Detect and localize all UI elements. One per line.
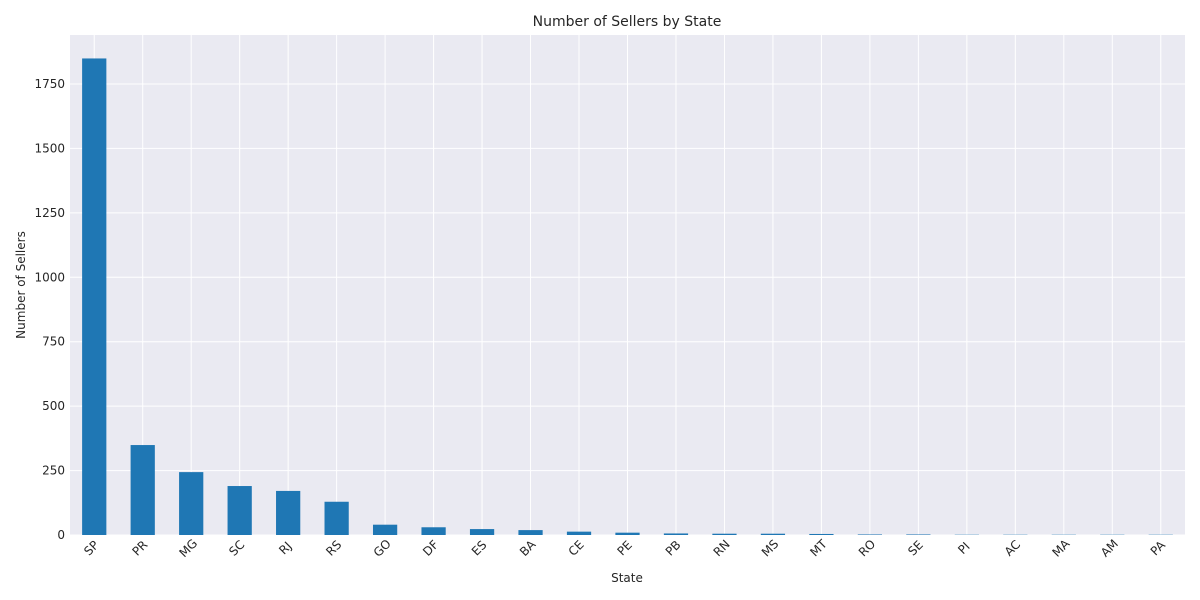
x-tick-label-am: AM [1098, 537, 1121, 560]
y-tick-label: 1000 [34, 270, 65, 284]
bar-ms [760, 533, 786, 535]
x-tick-label-pb: PB [663, 538, 684, 559]
y-axis-label: Number of Sellers [14, 231, 28, 339]
y-tick-label: 750 [42, 335, 65, 349]
bar-se [906, 534, 931, 535]
bar-sp [82, 58, 107, 535]
x-tick-label-mt: MT [807, 536, 830, 559]
x-tick-label-rj: RJ [276, 539, 294, 557]
x-tick-label-ms: MS [759, 537, 782, 560]
y-tick-label: 0 [57, 528, 65, 542]
y-tick-label: 500 [42, 399, 65, 413]
x-tick-label-ac: AC [1002, 537, 1023, 558]
x-tick-label-sc: SC [226, 538, 247, 559]
bar-pb [663, 533, 689, 535]
bars [82, 58, 1173, 535]
y-axis-ticks: 0 250 500 750 1000 1250 1500 1750 [34, 77, 65, 542]
x-axis-label: State [611, 571, 643, 585]
y-tick-label: 250 [42, 464, 65, 478]
y-tick-label: 1500 [34, 141, 65, 155]
x-tick-label-rn: RN [711, 537, 733, 559]
bar-rj [276, 490, 301, 535]
bar-mt [809, 533, 834, 535]
x-tick-label-ma: MA [1049, 536, 1073, 560]
bar-go [372, 524, 398, 535]
bar-df [421, 527, 446, 535]
x-axis-ticks: SP PR MG SC RJ RS GO DF ES BA CE PE PB RN MS MT RO SE PI AC… [81, 536, 1168, 560]
x-tick-label-es: ES [469, 538, 490, 559]
bar-pr [130, 445, 155, 535]
x-tick-label-go: GO [371, 537, 394, 560]
bar-ba [518, 530, 543, 535]
x-tick-label-ro: RO [856, 537, 878, 559]
bar-ro [857, 534, 883, 535]
x-tick-label-df: DF [420, 537, 441, 558]
x-tick-label-se: SE [905, 538, 926, 559]
y-tick-label: 1750 [34, 77, 65, 91]
y-tick-label: 1250 [34, 206, 65, 220]
x-tick-label-sp: SP [81, 538, 101, 558]
bar-es [469, 529, 495, 535]
chart-title: Number of Sellers by State [533, 14, 722, 30]
bar-rn [712, 533, 737, 535]
x-tick-label-ce: CE [566, 538, 587, 559]
x-tick-label-pi: PI [955, 539, 973, 557]
x-tick-label-pa: PA [1148, 537, 1169, 558]
x-tick-label-pr: PR [129, 538, 150, 559]
bar-pe [615, 532, 640, 535]
x-tick-label-pe: PE [614, 538, 634, 558]
x-tick-label-ba: BA [517, 537, 539, 559]
x-tick-label-rs: RS [323, 538, 344, 559]
bar-sc [227, 486, 252, 535]
bar-rs [324, 501, 349, 535]
x-tick-label-mg: MG [176, 536, 200, 560]
bar-ce [566, 531, 592, 535]
bar-mg [179, 472, 204, 535]
